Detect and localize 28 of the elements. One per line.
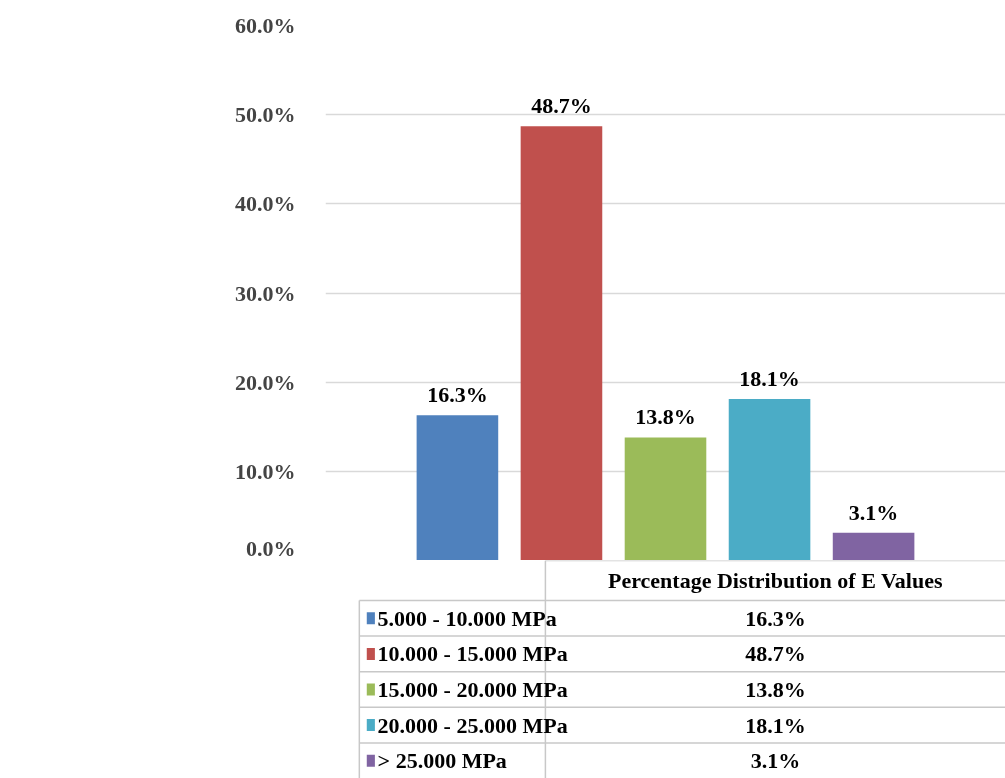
y-tick-label: 30.0% <box>235 280 296 306</box>
legend-label: 20.000 - 25.000 MPa <box>377 712 568 738</box>
text: 48.7% <box>745 641 806 667</box>
y-tick-label: 0.0% <box>246 535 296 561</box>
bar <box>728 399 811 560</box>
bar <box>416 415 499 560</box>
y-tick-label: 10.0% <box>235 458 296 484</box>
text: 13.8% <box>745 677 806 702</box>
legend-label: > 25.000 MPa <box>377 748 507 774</box>
legend-label: 10.000 - 15.000 MPa <box>377 641 568 667</box>
data-label: 13.8% <box>635 404 696 430</box>
y-tick-label: 60.0% <box>235 13 296 38</box>
x-tick-label: Percentage Distribution of E Values <box>608 568 943 593</box>
legend-label: 5.000 - 10.000 MPa <box>377 605 557 631</box>
bar <box>624 437 707 560</box>
bar <box>520 126 603 560</box>
data-label: 16.3% <box>427 382 488 408</box>
y-tick-label: 40.0% <box>235 191 296 217</box>
legend-label: 15.000 - 20.000 MPa <box>377 677 568 702</box>
text: 16.3% <box>745 605 806 631</box>
bar <box>832 532 915 560</box>
data-label: 18.1% <box>739 366 800 392</box>
text: 3.1% <box>750 748 801 774</box>
data-label: 3.1% <box>848 499 899 525</box>
y-tick-label: 50.0% <box>235 102 296 128</box>
data-label: 48.7% <box>531 93 592 119</box>
y-tick-label: 20.0% <box>235 369 296 395</box>
text: 18.1% <box>745 712 806 738</box>
